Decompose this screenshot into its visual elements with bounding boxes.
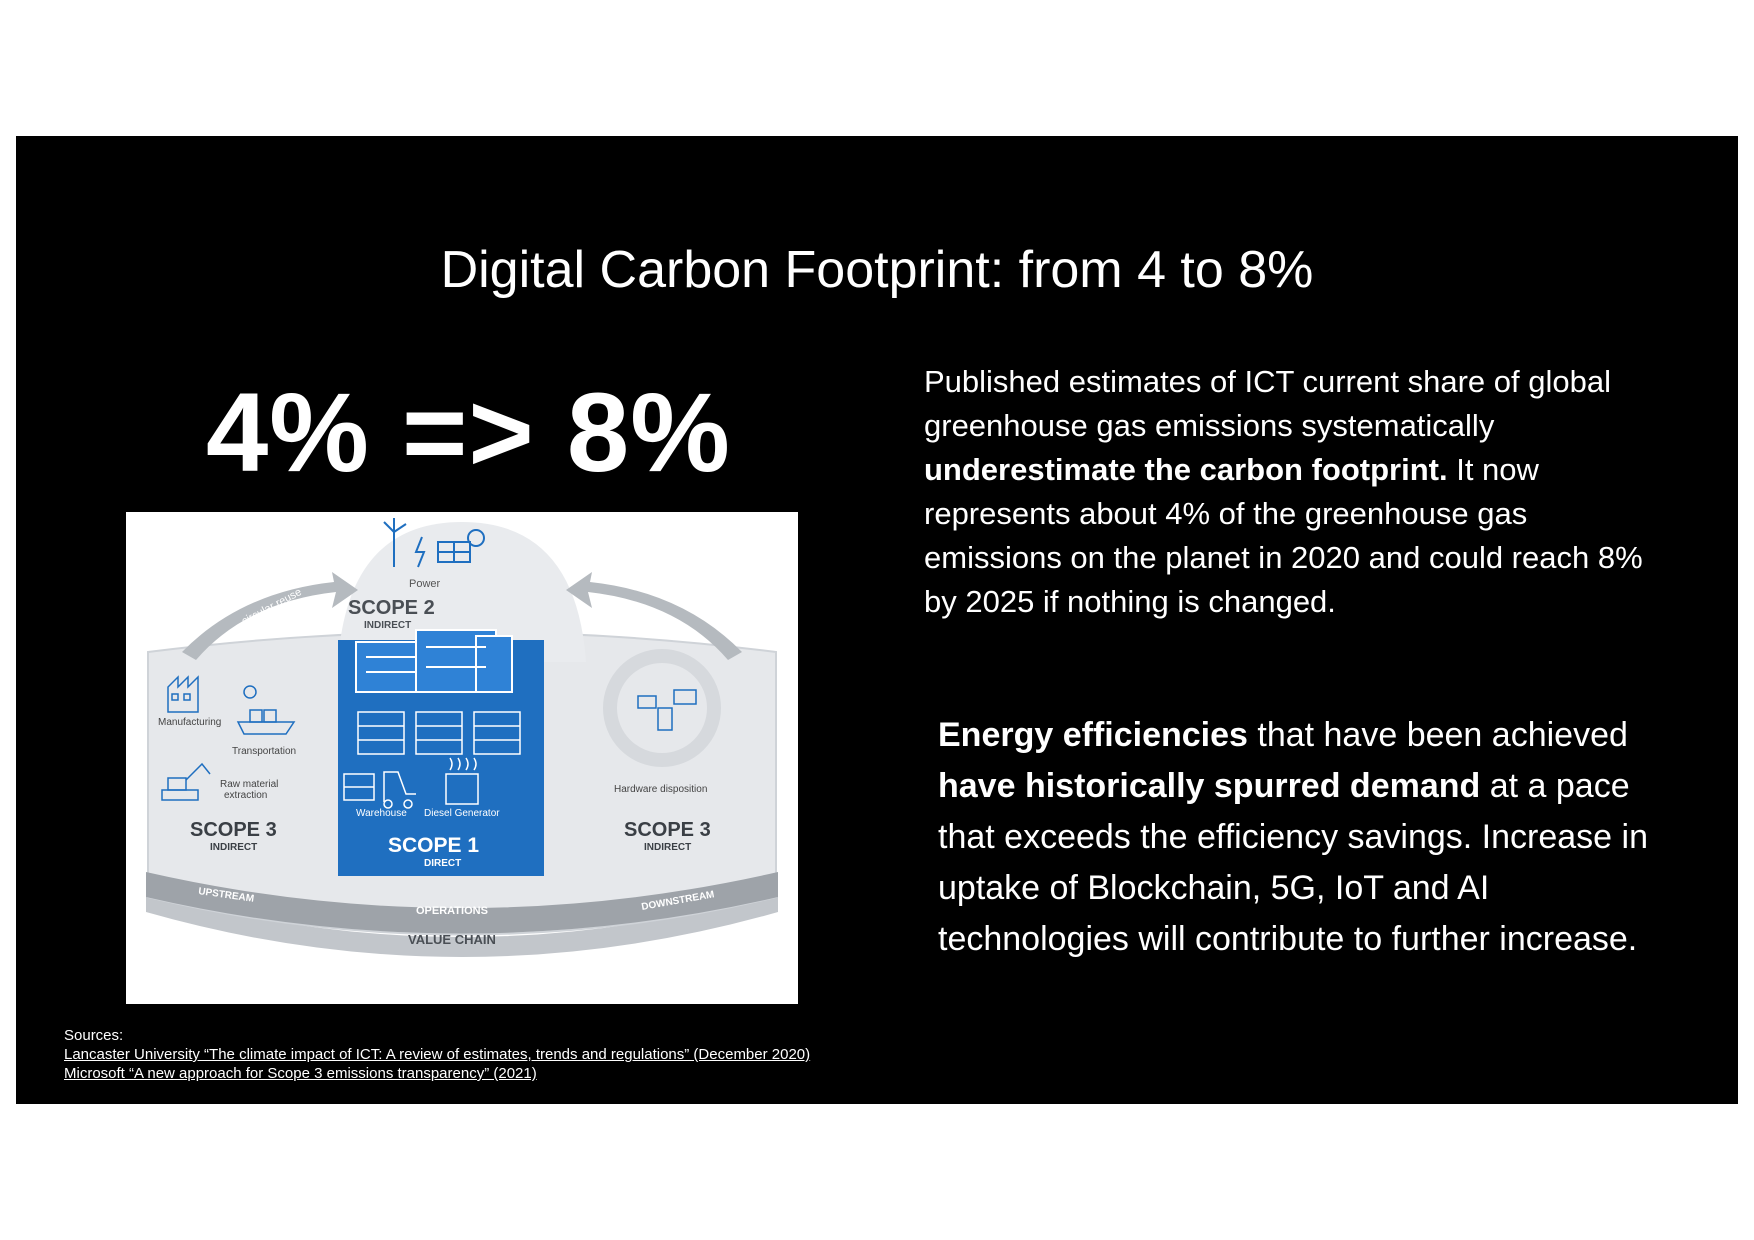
warehouse-forklift-icon <box>343 771 416 809</box>
scope3-right-label: SCOPE 3 <box>624 819 711 841</box>
value-chain-bar <box>146 872 778 934</box>
datacenter-building-icon <box>355 629 513 693</box>
p2-text-2: at a pace that exceeds the efficiency sa… <box>938 767 1648 958</box>
power-label: Power <box>409 578 441 590</box>
scope3-left-sub: INDIRECT <box>210 842 257 853</box>
p2-bold-1: Energy efficiencies <box>938 716 1248 754</box>
raw-material-label: Raw material <box>220 779 278 790</box>
slide-title: Digital Carbon Footprint: from 4 to 8% <box>440 241 1314 299</box>
p1-bold: underestimate the carbon footprint. <box>924 452 1448 487</box>
warehouse-label: Warehouse <box>356 808 407 819</box>
extraction-label: extraction <box>224 790 267 801</box>
value-chain-label: VALUE CHAIN <box>408 932 496 947</box>
paragraph-estimates: Published estimates of ICT current share… <box>924 360 1644 624</box>
scope1-sub: DIRECT <box>424 858 461 869</box>
scope2-label: SCOPE 2 <box>348 597 435 619</box>
sources: Sources: Lancaster University “The clima… <box>64 1026 810 1083</box>
scope3-right-sub: INDIRECT <box>644 842 691 853</box>
manufacturing-icon <box>167 675 199 713</box>
hardware-label: Hardware disposition <box>614 784 707 795</box>
circular-reuse-right-arrow <box>566 572 742 660</box>
transportation-label: Transportation <box>232 746 296 757</box>
excavator-icon <box>161 762 211 801</box>
circular-reuse-left-arrow <box>182 572 358 660</box>
p1-text: Published estimates of ICT current share… <box>924 364 1611 443</box>
recycle-arrows-icon <box>603 649 721 767</box>
scope2-dome <box>338 522 586 662</box>
source-link-microsoft[interactable]: Microsoft “A new approach for Scope 3 em… <box>64 1065 537 1082</box>
sources-label: Sources: <box>64 1027 124 1044</box>
p1-text-2: It now represents about 4% of the greenh… <box>924 452 1643 619</box>
scope3-left-label: SCOPE 3 <box>190 819 277 841</box>
source-link-lancaster[interactable]: Lancaster University “The climate impact… <box>64 1046 811 1063</box>
scope-emissions-diagram: circular reuse circular reuse Power SCOP… <box>126 512 798 1004</box>
diesel-generator-icon <box>445 757 479 805</box>
scope1-label: SCOPE 1 <box>388 834 479 857</box>
server-racks-icon <box>357 711 521 755</box>
p2-bold-2: have historically spurred demand <box>938 767 1481 805</box>
p2-text-1: that have been achieved <box>1247 716 1628 754</box>
scope2-sub: INDIRECT <box>364 620 411 631</box>
transportation-icon <box>236 685 296 735</box>
diesel-label: Diesel Generator <box>424 808 500 819</box>
value-chain-ring <box>146 892 778 957</box>
hardware-icon <box>637 689 697 731</box>
headline-percentages: 4% => 8% <box>206 370 731 495</box>
paragraph-efficiencies: Energy efficiencies that have been achie… <box>938 710 1658 965</box>
manufacturing-label: Manufacturing <box>158 717 221 728</box>
operations-label: OPERATIONS <box>416 905 488 917</box>
power-icons <box>383 518 485 568</box>
slide: Digital Carbon Footprint: from 4 to 8% 4… <box>16 136 1738 1104</box>
